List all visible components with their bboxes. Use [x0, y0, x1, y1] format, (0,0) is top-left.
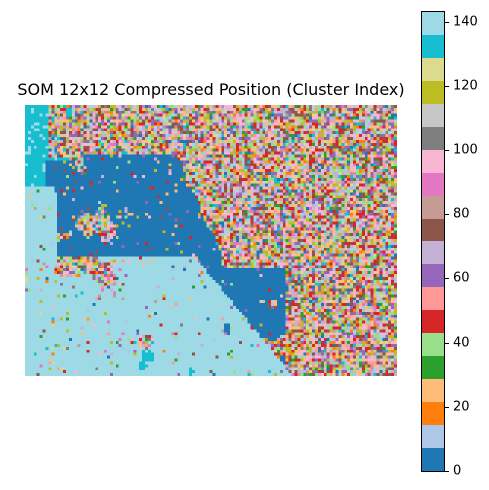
colorbar-tick-label: 20	[453, 399, 470, 415]
colorbar-band	[422, 402, 444, 426]
colorbar-tick	[445, 21, 449, 23]
colorbar-tick-label: 80	[453, 206, 470, 222]
colorbar-tick	[445, 278, 449, 280]
colorbar-band	[422, 80, 444, 104]
colorbar-tick-label: 0	[453, 463, 462, 479]
colorbar-band	[422, 34, 444, 58]
colorbar-band	[422, 195, 444, 219]
colorbar-band	[422, 379, 444, 403]
colorbar-band	[422, 356, 444, 380]
colorbar-band	[422, 241, 444, 265]
colorbar-band	[422, 310, 444, 334]
colorbar-tick	[445, 150, 449, 152]
colorbar-tick	[445, 85, 449, 87]
colorbar-tick	[445, 214, 449, 216]
colorbar-band	[422, 218, 444, 242]
colorbar-band	[422, 149, 444, 173]
colorbar-band	[422, 333, 444, 357]
colorbar-band	[422, 172, 444, 196]
colorbar	[421, 11, 445, 472]
colorbar-tick	[445, 342, 449, 344]
colorbar-tick-label: 120	[453, 78, 478, 94]
colorbar-band	[422, 425, 444, 449]
colorbar-tick-label: 100	[453, 142, 478, 158]
colorbar-band	[422, 264, 444, 288]
colorbar-band	[422, 126, 444, 150]
colorbar-tick-label: 40	[453, 335, 470, 351]
colorbar-tick	[445, 471, 449, 472]
colorbar-band	[422, 287, 444, 311]
colorbar-band	[422, 448, 444, 471]
colorbar-band	[422, 11, 444, 35]
heatmap-image	[25, 105, 397, 376]
colorbar-tick-label: 60	[453, 270, 470, 286]
colorbar-tick-label: 140	[453, 14, 478, 30]
chart-title: SOM 12x12 Compressed Position (Cluster I…	[17, 80, 405, 99]
colorbar-band	[422, 57, 444, 81]
colorbar-band	[422, 103, 444, 127]
colorbar-tick	[445, 406, 449, 408]
